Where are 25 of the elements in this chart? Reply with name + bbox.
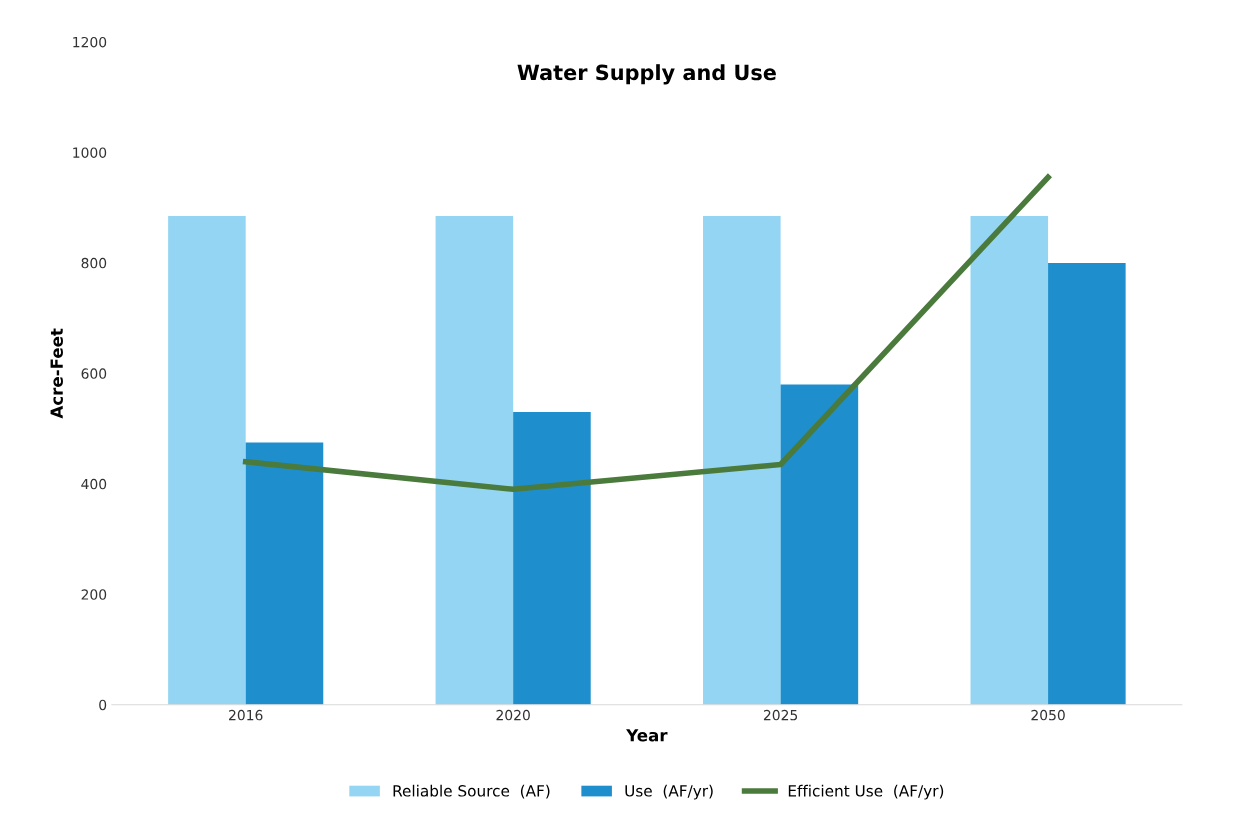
x-tick-label: 2050	[1031, 709, 1065, 721]
bar	[780, 384, 859, 705]
bar	[168, 215, 246, 705]
legend-label: Efficient Use (AF/yr)	[788, 784, 944, 800]
bar	[1048, 262, 1126, 705]
text: Water Supply and Use	[517, 64, 776, 85]
y-tick-label: 1200	[73, 36, 107, 48]
x-tick-label: 2020	[496, 709, 530, 721]
legend-label: Use (AF/yr)	[625, 784, 713, 800]
y-tick-label: 400	[81, 478, 107, 490]
bar	[703, 215, 781, 705]
bar	[513, 412, 591, 705]
x-tick-label: 2016	[229, 709, 263, 721]
y-axis-title: Acre-Feet	[50, 328, 63, 419]
y-tick-label: 1000	[73, 147, 107, 158]
bar	[435, 215, 514, 705]
bar	[245, 442, 324, 705]
legend-label: Reliable Source (AF)	[393, 784, 550, 799]
y-tick-label: 800	[81, 257, 107, 269]
x-tick-label: 2025	[763, 709, 798, 721]
y-tick-label: 600	[81, 368, 107, 379]
bar	[970, 215, 1049, 705]
y-tick-label: 0	[99, 699, 107, 711]
y-tick-label: 200	[81, 589, 107, 600]
x-axis-title: Year	[626, 729, 668, 742]
